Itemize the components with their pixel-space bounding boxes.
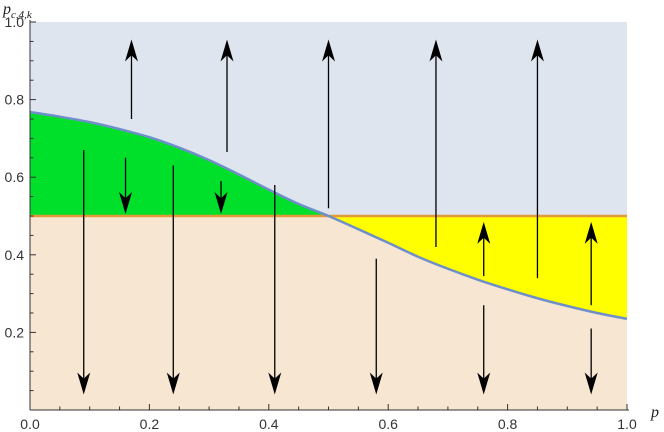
flow-arrow — [530, 39, 544, 279]
flow-arrow — [214, 181, 228, 215]
arrow-head — [584, 221, 598, 244]
flow-arrow — [584, 328, 598, 395]
flow-arrow — [268, 184, 282, 395]
arrow-head — [268, 372, 282, 395]
arrow-head — [214, 192, 228, 215]
critical-curve — [29, 110, 628, 321]
y-tick-label: 0.2 — [5, 324, 25, 340]
x-tick-label: 0.6 — [378, 416, 398, 432]
y-tick-label: 0.6 — [5, 169, 25, 185]
x-tick-label: 0.0 — [20, 416, 40, 432]
y-axis-label-base: p — [2, 1, 11, 18]
arrow-head — [584, 372, 598, 395]
x-ticks: 0.0 0.2 0.4 0.6 0.8 1.0 — [20, 404, 637, 432]
arrow-head — [530, 39, 544, 62]
flow-arrow — [477, 305, 491, 395]
flow-arrow — [124, 39, 138, 119]
x-tick-label: 1.0 — [617, 416, 637, 432]
y-ticks: 0.2 0.4 0.6 0.8 1.0 — [5, 14, 36, 392]
y-axis-label-subscript: c,4,k — [11, 9, 33, 21]
arrow-head — [77, 372, 91, 395]
flow-arrow — [220, 39, 234, 152]
arrow-head — [124, 39, 138, 62]
y-tick-label: 1.0 — [5, 14, 25, 30]
x-axis-label: p — [650, 404, 659, 421]
flow-arrows — [77, 39, 598, 395]
x-tick-label: 0.4 — [259, 416, 279, 432]
yellow-region — [328, 216, 627, 319]
arrow-head — [477, 221, 491, 244]
x-tick-label: 0.8 — [498, 416, 518, 432]
arrow-head — [369, 372, 383, 395]
flow-arrow — [429, 39, 443, 248]
flow-arrow — [322, 39, 335, 209]
flow-arrow — [369, 258, 383, 395]
arrow-head — [477, 372, 491, 395]
flow-arrow — [166, 165, 180, 395]
y-tick-label: 0.8 — [5, 92, 25, 108]
flow-arrow — [77, 150, 91, 395]
flow-arrow — [119, 157, 133, 215]
arrow-head — [429, 39, 443, 62]
flow-arrow — [477, 221, 491, 277]
arrow-head — [119, 192, 133, 215]
x-tick-label: 0.2 — [140, 416, 160, 432]
y-axis-label: pc,4,k — [2, 1, 33, 21]
green-region — [30, 112, 329, 216]
flow-arrow — [584, 221, 598, 306]
arrow-head — [220, 39, 234, 62]
arrow-head — [166, 372, 180, 395]
y-tick-label: 0.4 — [5, 247, 25, 263]
arrow-head — [322, 39, 335, 62]
